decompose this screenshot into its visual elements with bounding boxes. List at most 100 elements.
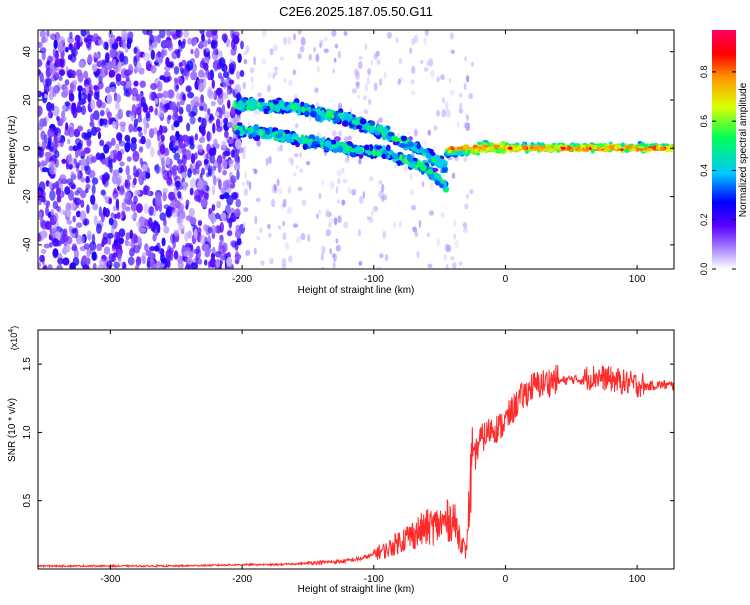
- spectrogram-cell: [44, 93, 48, 99]
- spectrogram-cell: [301, 199, 307, 206]
- spectrogram-cell: [362, 191, 365, 199]
- spectrogram-cell: [112, 58, 117, 70]
- spectrogram-cell: [86, 204, 90, 214]
- spectrogram-cell: [465, 122, 471, 131]
- spectrogram-cell: [453, 233, 457, 240]
- spectrogram-cell: [238, 126, 244, 131]
- spectrogram-cell: [81, 87, 87, 95]
- spectrogram-cell: [40, 130, 46, 141]
- spectrogram-cell: [83, 70, 89, 79]
- spectrogram-cell: [351, 189, 357, 196]
- spectrogram-cell: [115, 73, 122, 82]
- spectrogram-cell: [177, 163, 185, 175]
- spectrogram-cell: [184, 264, 191, 269]
- spectrogram-cell: [273, 183, 277, 192]
- spectrogram-cell: [140, 96, 146, 107]
- spectrogram-cell: [299, 45, 305, 53]
- spectrogram-cell: [175, 30, 181, 38]
- spectrogram-cell: [427, 129, 431, 136]
- spectrogram-cell: [530, 142, 535, 146]
- spectrogram-cell: [350, 152, 357, 158]
- spectrogram-cell: [62, 245, 68, 256]
- spectrogram-cell: [428, 58, 434, 67]
- spectrogram-cell: [99, 139, 105, 147]
- spectrogram-cell: [234, 229, 242, 239]
- spectrogram-cell: [211, 204, 216, 212]
- spectrogram-cell: [407, 141, 414, 148]
- spectrogram-cell: [101, 174, 107, 185]
- spectrogram-cell: [139, 157, 143, 165]
- spectrogram-cell: [234, 208, 241, 218]
- x-tick-label: -100: [364, 274, 384, 285]
- spectrogram-cell: [86, 138, 92, 147]
- spectrogram-cell: [245, 45, 250, 54]
- spectrogram-cell: [177, 191, 182, 199]
- spectrogram-cell: [237, 100, 244, 108]
- spectrogram-cell: [319, 137, 325, 143]
- spectrogram-cell: [104, 52, 110, 63]
- spectrogram-cell: [368, 176, 374, 182]
- spectrogram-cell: [260, 260, 265, 266]
- spectrogram-cell: [199, 105, 205, 111]
- spectrogram-cell: [93, 215, 98, 226]
- spectrogram-cell: [213, 175, 217, 186]
- spectrogram-cell: [39, 72, 44, 83]
- spectrogram-cell: [458, 93, 463, 98]
- spectrogram-cell: [366, 76, 370, 85]
- spectrogram-cell: [134, 190, 141, 196]
- spectrogram-cell: [226, 86, 233, 95]
- spectrogram-cell: [56, 240, 62, 247]
- spectrogram-cell: [86, 30, 90, 38]
- spectrogram-cell: [38, 105, 43, 116]
- spectrogram-cell: [253, 56, 256, 66]
- spectrogram-cell: [242, 181, 245, 187]
- spectrogram-cell: [267, 70, 272, 80]
- spectrogram-cell: [395, 37, 399, 44]
- spectrogram-cell: [222, 242, 228, 253]
- spectrogram-cell: [243, 59, 248, 65]
- spectrogram-cell: [218, 57, 226, 69]
- spectrogram-cell: [61, 234, 69, 243]
- spectrogram-cell: [155, 163, 160, 175]
- spectrogram-cell: [122, 32, 129, 39]
- spectrogram-cell: [358, 196, 364, 204]
- spectrogram-cell: [160, 49, 165, 58]
- spectrogram-cell: [250, 83, 255, 92]
- spectrogram-cell: [303, 103, 308, 109]
- spectrogram-cell: [499, 142, 505, 148]
- spectrogram-cell: [357, 228, 362, 237]
- spectrogram-cell: [94, 72, 100, 79]
- spectrogram-cell: [227, 99, 231, 109]
- spectrogram-cell: [452, 262, 457, 269]
- spectrogram-cell: [336, 169, 342, 177]
- spectrogram-cell: [358, 55, 363, 60]
- spectrogram-cell: [125, 199, 133, 206]
- spectrogram-cell: [131, 95, 137, 102]
- spectrogram-cell: [130, 141, 137, 152]
- spectrogram-cell: [386, 144, 391, 151]
- spectrogram-cell: [150, 49, 155, 60]
- y-tick-label: 1.5: [22, 357, 33, 371]
- spectrogram-cell: [337, 177, 341, 185]
- spectrogram-cell: [463, 228, 468, 233]
- spectrogram-cell: [297, 30, 302, 35]
- spectrogram-cell: [272, 44, 278, 52]
- spectrogram-cell: [121, 201, 127, 210]
- spectrogram-cell: [207, 72, 212, 81]
- spectrogram-cell: [331, 130, 337, 137]
- spectrogram-cell: [217, 72, 222, 79]
- snr-plot-area: [38, 330, 674, 569]
- spectrogram-cell: [54, 58, 62, 68]
- spectrogram-cell: [333, 57, 337, 63]
- spectrogram-cell: [261, 30, 267, 38]
- spectrogram-cell: [86, 230, 92, 241]
- spectrogram-cell: [80, 235, 85, 244]
- spectrogram-cell: [166, 259, 171, 269]
- spectrogram-cell: [187, 230, 192, 239]
- spectrogram-cell: [99, 258, 106, 267]
- spectrogram-cell: [408, 161, 415, 168]
- spectrogram-cell: [145, 112, 151, 122]
- spectrogram-cell: [442, 97, 445, 104]
- spectrogram-cell: [129, 229, 133, 240]
